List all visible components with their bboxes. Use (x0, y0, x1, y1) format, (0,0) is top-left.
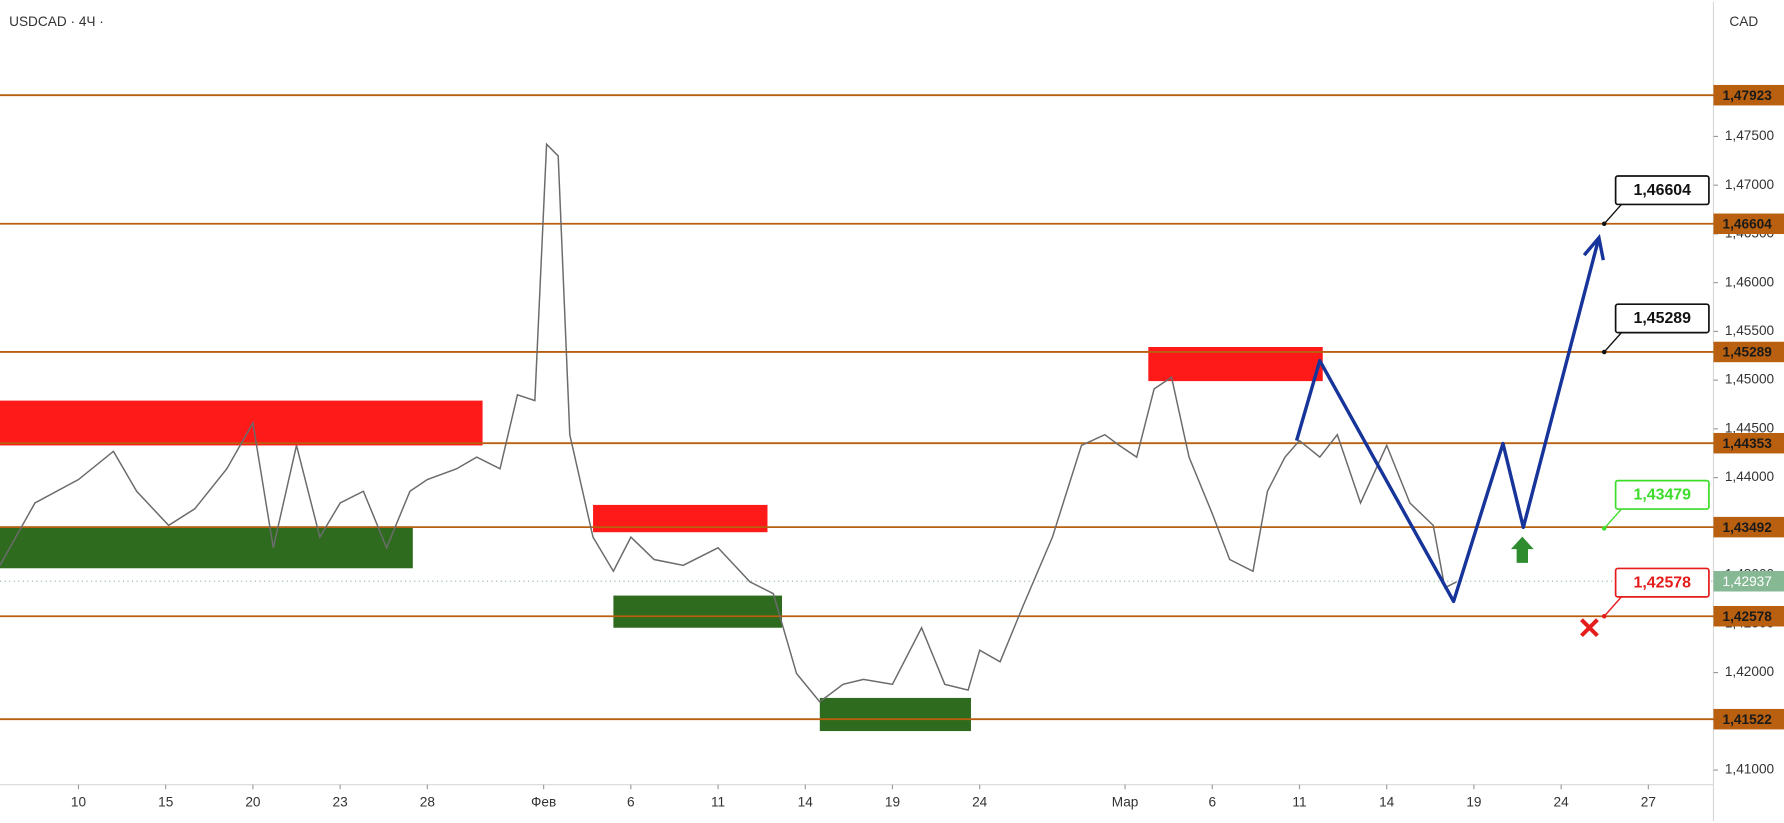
annotation-point (1601, 221, 1607, 227)
x-tick-label: 19 (885, 794, 900, 809)
annotation-connector (1603, 507, 1623, 529)
x-tick-label: 6 (1208, 794, 1216, 809)
y-tick-label: 1,45500 (1725, 323, 1775, 338)
x-tick-label: 28 (420, 794, 435, 809)
annotation-point (1601, 613, 1607, 619)
x-tick-label: 14 (798, 794, 814, 809)
annotation-box (1614, 303, 1710, 334)
projection-arrowhead (1582, 234, 1605, 261)
annotation-label: 1,42578 (1634, 574, 1692, 591)
annotation-box (1614, 479, 1710, 510)
grid-layer (77, 135, 1719, 790)
level-price-label: 1,46604 (1723, 217, 1773, 232)
level-price-label: 1,44353 (1723, 436, 1773, 451)
x-tick-label: Фев (531, 794, 556, 809)
level-price-tag (1713, 84, 1784, 106)
level-price-label: 1,42578 (1723, 609, 1773, 624)
x-tick-label: 20 (245, 794, 261, 809)
x-tick-label: 14 (1379, 794, 1395, 809)
annotation-label: 1,45289 (1634, 310, 1692, 327)
x-tick-label: 27 (1641, 794, 1656, 809)
x-tick-label: 23 (333, 794, 348, 809)
y-tick-label: 1,47500 (1725, 128, 1775, 143)
x-tick-label: 10 (71, 794, 87, 809)
level-price-tag (1713, 708, 1784, 730)
zone (819, 697, 971, 732)
y-tick-label: 1,42000 (1725, 664, 1775, 679)
zone (593, 504, 768, 533)
y-tick-label: 1,44500 (1725, 420, 1775, 435)
x-tick-label: 11 (1292, 794, 1306, 809)
annotation-connector (1603, 331, 1623, 353)
level-layer (0, 94, 1714, 721)
x-tick-label: 15 (158, 794, 174, 809)
x-tick-label: 24 (1554, 794, 1570, 809)
currency-label[interactable]: CAD (1729, 14, 1758, 29)
level-price-label: 1,45289 (1723, 345, 1773, 360)
zone (613, 595, 783, 628)
annotation-point (1601, 349, 1607, 355)
y-tick-label: 1,45000 (1725, 372, 1775, 387)
level-price-tag (1713, 213, 1784, 235)
zone (0, 526, 413, 569)
y-tick-label: 1,46000 (1725, 274, 1775, 289)
annotation-box (1614, 175, 1710, 206)
annotation-connector (1603, 595, 1623, 617)
x-tick-label: 19 (1466, 794, 1481, 809)
x-tick-label: 11 (711, 794, 725, 809)
x-tick-label: Мар (1112, 794, 1139, 809)
projection-path (1294, 237, 1601, 604)
annotation-label: 1,43479 (1634, 487, 1692, 504)
y-tick-label: 1,47000 (1725, 177, 1775, 192)
x-tick-label: 6 (627, 794, 635, 809)
price-line (0, 142, 1457, 703)
level-price-tag (1713, 605, 1784, 627)
level-price-tag (1713, 341, 1784, 363)
x-tick-label: 24 (972, 794, 988, 809)
projection-layer (1294, 234, 1605, 604)
stop-cross (1580, 618, 1599, 638)
zone (0, 400, 483, 446)
current-price-label: 1,42937 (1723, 574, 1772, 589)
symbol-title[interactable]: USDCAD · 4Ч · (9, 14, 104, 29)
level-price-tag (1713, 516, 1784, 538)
annotation-box (1614, 567, 1710, 598)
annotation-label: 1,46604 (1634, 182, 1692, 199)
current-price-tag (1713, 571, 1784, 592)
y-tick-label: 1,44000 (1725, 469, 1775, 484)
price-layer (0, 142, 1457, 703)
y-tick-label: 1,41000 (1725, 762, 1775, 777)
level-price-label: 1,41522 (1723, 712, 1773, 727)
level-price-label: 1,43492 (1723, 520, 1773, 535)
axis-layer: 1,410001,415001,420001,425001,430001,435… (71, 84, 1784, 809)
level-price-tag (1713, 432, 1784, 454)
annotation-connector (1603, 202, 1623, 225)
annotation-point (1601, 526, 1607, 531)
level-price-label: 1,47923 (1723, 88, 1773, 103)
